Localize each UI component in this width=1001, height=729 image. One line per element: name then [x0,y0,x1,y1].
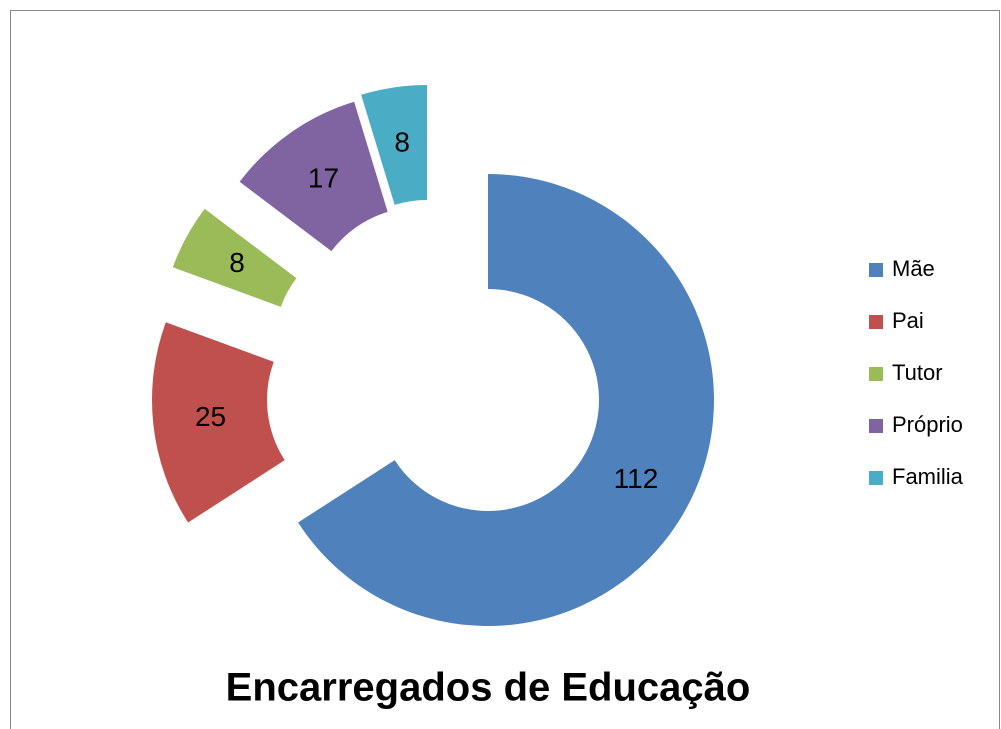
donut-slice [298,174,714,626]
legend-label: Pai [892,308,924,333]
data-label: 8 [229,247,245,278]
chart-title: Encarregados de Educação [226,666,751,710]
legend-swatch [869,263,883,277]
legend-swatch [869,367,883,381]
legend-label: Tutor [892,360,943,385]
legend-swatch [869,471,883,485]
data-label: 25 [195,401,226,432]
donut-slice [152,322,285,523]
legend-label: Mãe [892,256,935,281]
donut-slice [172,208,297,307]
legend-swatch [869,315,883,329]
data-label: 17 [308,162,339,193]
data-label: 112 [614,463,659,494]
legend-label: Familia [892,464,964,489]
legend-label: Próprio [892,412,963,437]
donut-slice [239,101,388,252]
donut-slice [361,85,427,205]
data-label: 8 [394,127,410,158]
legend-swatch [869,419,883,433]
